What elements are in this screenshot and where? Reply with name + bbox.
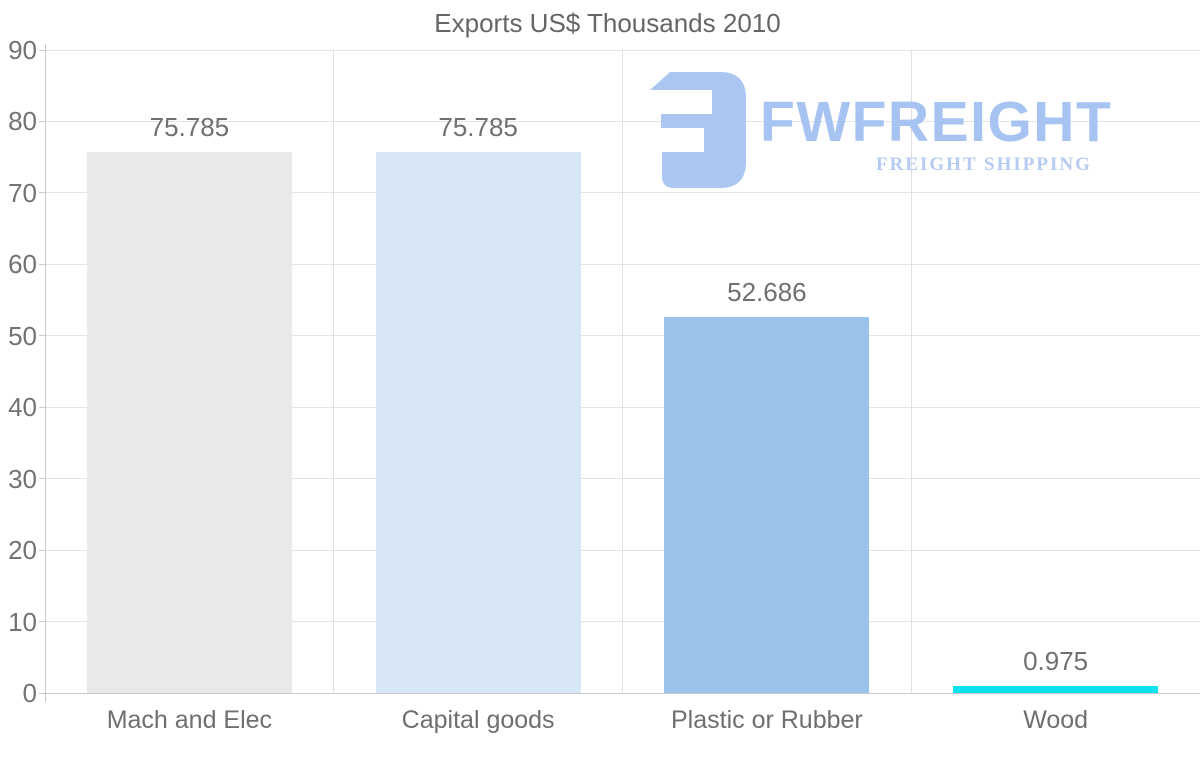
- y-axis-label: 50: [8, 320, 37, 351]
- y-axis-label: 80: [8, 106, 37, 137]
- y-axis-line: [45, 44, 46, 702]
- bar: [953, 686, 1159, 693]
- y-axis-tick: [39, 406, 45, 408]
- y-axis-tick: [39, 263, 45, 265]
- brand-tagline: FREIGHT SHIPPING: [876, 154, 1092, 175]
- y-axis-tick: [39, 621, 45, 623]
- y-axis-label: 30: [8, 463, 37, 494]
- y-axis-label: 0: [22, 678, 37, 708]
- x-axis-category-label: Mach and Elec: [106, 706, 273, 734]
- y-axis-tick: [39, 692, 45, 694]
- bar: [86, 152, 292, 693]
- y-axis-label: 60: [8, 249, 37, 280]
- gridline-vertical: [622, 50, 623, 693]
- y-axis-tick: [39, 192, 45, 194]
- y-axis-tick: [39, 549, 45, 551]
- x-axis-category-label: Plastic or Rubber: [671, 706, 863, 734]
- y-axis-tick: [39, 335, 45, 337]
- bar: [375, 152, 581, 693]
- y-axis-label: 40: [8, 392, 37, 423]
- y-axis-tick: [39, 120, 45, 122]
- brand-name: FWFREIGHT: [760, 90, 1113, 154]
- fwfreight-logo-icon: [650, 72, 746, 188]
- gridline-vertical: [910, 50, 912, 693]
- y-axis-tick: [39, 49, 45, 51]
- gridline-vertical: [333, 50, 335, 693]
- y-axis-label: 10: [8, 606, 37, 637]
- bar-value-label: 0.975: [1023, 646, 1089, 676]
- bar-value-label: 75.785: [149, 112, 230, 142]
- bar: [664, 317, 870, 693]
- bar-value-label: 52.686: [727, 277, 807, 307]
- x-axis-category-label: Wood: [1023, 706, 1089, 734]
- chart-title: Exports US$ Thousands 2010: [434, 8, 781, 38]
- y-axis-tick: [39, 478, 45, 480]
- y-axis-label: 90: [8, 35, 37, 65]
- y-axis-label: 70: [8, 177, 37, 208]
- x-axis-category-label: Capital goods: [401, 706, 555, 734]
- x-axis-line: [45, 693, 1200, 694]
- bar-value-label: 75.785: [438, 112, 518, 142]
- brand-watermark: FWFREIGHT FREIGHT SHIPPING: [650, 70, 1200, 205]
- y-axis-label: 20: [8, 535, 37, 566]
